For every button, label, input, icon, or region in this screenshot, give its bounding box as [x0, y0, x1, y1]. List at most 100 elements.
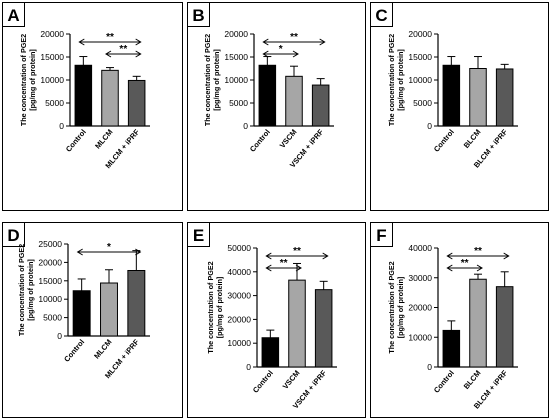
- bar-3: [311, 84, 330, 127]
- significance-arrow: **: [446, 258, 483, 272]
- category-label: MLCM: [93, 128, 114, 151]
- y-tick-label: 0: [427, 362, 432, 372]
- y-tick-label: 0: [59, 121, 64, 131]
- bar-3: [495, 286, 514, 368]
- panel-border: [2, 2, 183, 211]
- significance-label: *: [279, 44, 283, 55]
- significance-label: **: [119, 44, 127, 55]
- y-tick-label: 20000: [38, 257, 62, 267]
- category-label: Control: [62, 338, 86, 364]
- y-tick-label: 0: [57, 331, 62, 341]
- y-axis-title-line1: The concentration of PGE2: [203, 34, 212, 126]
- category-label: VSCM: [281, 369, 302, 391]
- y-axis-title-line2: [pg/mg of protein]: [28, 49, 37, 110]
- y-tick-label: 30000: [227, 291, 251, 301]
- y-tick-label: 10000: [40, 75, 64, 85]
- arrow-head-left: [76, 248, 83, 256]
- category-label: VSCM: [278, 128, 299, 150]
- y-tick-label: 40000: [408, 243, 432, 253]
- significance-arrow: **: [78, 32, 142, 46]
- y-tick-label: 5000: [229, 98, 248, 108]
- y-axis-title-line2: [pg/mg of protein]: [215, 277, 224, 338]
- y-axis-title-line2: [pg/mg of protein]: [396, 49, 405, 110]
- y-tick-label: 25000: [38, 239, 62, 249]
- arrow-head-right: [135, 38, 142, 46]
- bar-3: [495, 68, 514, 127]
- y-tick-label: 20000: [408, 303, 432, 313]
- y-axis-title-line2: [pg/mg of protein]: [396, 277, 405, 338]
- bar-1: [72, 290, 91, 337]
- arrow-head-right: [319, 38, 326, 46]
- significance-arrow: **: [265, 246, 329, 260]
- panel-border: [370, 2, 549, 211]
- bar-1: [442, 64, 461, 127]
- y-tick-label: 15000: [224, 52, 248, 62]
- arrow-head-left: [446, 264, 453, 272]
- y-axis-title-line1: The concentration of PGE2: [19, 34, 28, 126]
- y-tick-label: 20000: [227, 314, 251, 324]
- significance-arrow: *: [76, 242, 142, 256]
- significance-label: **: [106, 32, 114, 43]
- panel-border: [187, 222, 366, 418]
- y-tick-label: 5000: [45, 98, 64, 108]
- significance-label: **: [474, 246, 482, 257]
- arrow-head-right: [135, 248, 142, 256]
- bar-2: [285, 75, 303, 127]
- bar-2: [101, 69, 119, 127]
- significance-label: **: [280, 258, 288, 269]
- arrow-head-left: [262, 38, 269, 46]
- y-tick-label: 50000: [227, 243, 251, 253]
- arrow-head-right: [322, 252, 329, 260]
- y-tick-label: 5000: [43, 313, 62, 323]
- panel-letter: D: [7, 226, 19, 245]
- arrow-head-left: [265, 252, 272, 260]
- panel-letter: A: [7, 6, 19, 25]
- bar-3: [127, 269, 146, 337]
- y-tick-label: 20000: [40, 29, 64, 39]
- panel-letter: E: [193, 226, 204, 245]
- bar-3: [127, 79, 146, 127]
- significance-label: **: [461, 258, 469, 269]
- significance-arrow: **: [262, 32, 326, 46]
- panel-letter-box: [2, 2, 25, 27]
- panel-letter-box: [370, 2, 393, 27]
- panel-letter-box: [187, 222, 210, 247]
- y-axis-title: The concentration of PGE2[pg/mg of prote…: [203, 34, 221, 126]
- arrow-head-right: [292, 50, 299, 58]
- y-axis-title-line1: The concentration of PGE2: [17, 244, 26, 336]
- panel-letter: C: [375, 6, 387, 25]
- y-tick-label: 30000: [408, 273, 432, 283]
- panel-border: [2, 222, 183, 418]
- y-axis-title: The concentration of PGE2[pg/mg of prote…: [206, 261, 224, 353]
- panel-letter: F: [376, 226, 386, 245]
- category-label: Control: [432, 369, 456, 395]
- y-tick-label: 10000: [227, 338, 251, 348]
- significance-label: **: [293, 246, 301, 257]
- category-label: BLCM: [462, 128, 483, 150]
- significance-arrow: **: [265, 258, 302, 272]
- y-tick-label: 15000: [40, 52, 64, 62]
- y-axis-title-line1: The concentration of PGE2: [206, 261, 215, 353]
- significance-arrow: **: [105, 44, 142, 58]
- category-label: Control: [64, 128, 88, 154]
- significance-arrow: **: [446, 246, 510, 260]
- y-axis-title: The concentration of PGE2[pg/mg of prote…: [19, 34, 37, 126]
- y-tick-label: 0: [427, 121, 432, 131]
- arrow-head-right: [476, 264, 483, 272]
- bar-2: [288, 279, 306, 368]
- bar-1: [258, 64, 277, 127]
- panel-letter-box: [2, 222, 25, 247]
- bar-2: [469, 68, 487, 127]
- y-tick-label: 10000: [408, 75, 432, 85]
- arrow-head-left: [105, 50, 112, 58]
- bar-1: [74, 64, 93, 127]
- panel-letter-box: [370, 222, 393, 247]
- category-label: Control: [251, 369, 275, 395]
- y-tick-label: 20000: [408, 29, 432, 39]
- y-tick-label: 10000: [408, 332, 432, 342]
